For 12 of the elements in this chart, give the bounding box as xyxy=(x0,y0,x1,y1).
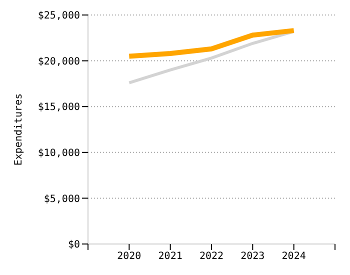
y-tick-label: $10,000 xyxy=(38,148,80,159)
x-tick-label: 2024 xyxy=(282,251,306,262)
x-tick-label: 2022 xyxy=(199,251,224,262)
y-tick-label: $25,000 xyxy=(38,10,80,22)
y-tick-label: $20,000 xyxy=(38,56,80,68)
y-tick-label: $5,000 xyxy=(44,194,80,205)
x-tick-label: 2020 xyxy=(117,251,142,262)
y-tick-label: $0 xyxy=(68,240,80,251)
x-tick-label: 2023 xyxy=(240,251,265,262)
y-tick-label: $15,000 xyxy=(38,102,80,114)
y-axis-title: Expenditures xyxy=(14,93,25,166)
x-tick-label: 2021 xyxy=(158,251,182,262)
